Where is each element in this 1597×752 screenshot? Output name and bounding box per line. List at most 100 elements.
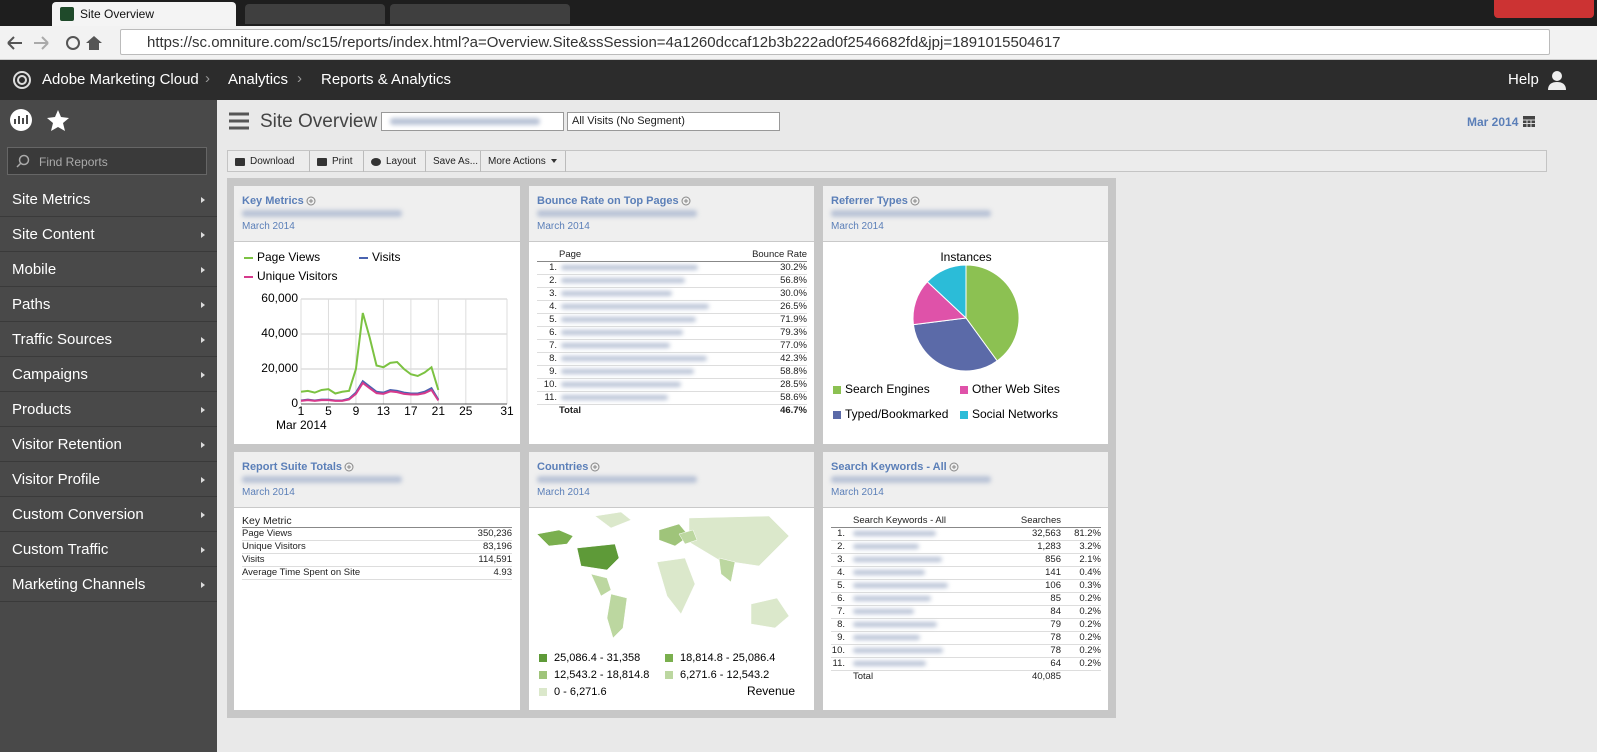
- chart-title: Instances: [940, 250, 991, 264]
- panel-period: March 2014: [831, 487, 884, 498]
- keyword: [853, 596, 931, 601]
- panel-title[interactable]: Countries: [537, 461, 589, 473]
- country: [656, 557, 696, 615]
- table-cell: 5.: [549, 314, 557, 325]
- segment-select[interactable]: All Visits (No Segment): [567, 112, 780, 131]
- panel-title[interactable]: Bounce Rate on Top Pages: [537, 195, 679, 207]
- toolbar-button[interactable]: More Actions: [481, 151, 566, 172]
- table: Search Keywords - All Searches 1. 32,563 81.…: [831, 515, 1101, 683]
- brand[interactable]: Adobe Marketing Cloud: [42, 71, 199, 88]
- table-cell: 79.3%: [780, 327, 807, 338]
- nav-item[interactable]: Custom Traffic: [0, 533, 217, 567]
- date-range[interactable]: Mar 2014: [1467, 115, 1519, 129]
- page-name: [561, 356, 707, 361]
- nav-item[interactable]: Campaigns: [0, 358, 217, 392]
- panel-title[interactable]: Report Suite Totals: [242, 461, 343, 473]
- keyword: [853, 557, 942, 562]
- table-cell: 2.: [837, 541, 845, 552]
- help[interactable]: Help: [1508, 71, 1539, 88]
- nav-item[interactable]: Custom Conversion: [0, 498, 217, 532]
- nav-item[interactable]: Products: [0, 393, 217, 427]
- table-row: Unique Visitors 83,196: [242, 541, 512, 554]
- user-icon[interactable]: [1546, 69, 1568, 91]
- table-total: Total 46.7%: [537, 405, 807, 417]
- favicon: [60, 7, 74, 21]
- table-cell: 2.: [549, 275, 557, 286]
- table-cell: 0.3%: [1079, 580, 1101, 591]
- nav-item[interactable]: Mobile: [0, 253, 217, 287]
- table-cell: 78: [1050, 632, 1061, 643]
- panel: Search Keywords - All March 2014 Search Ke…: [823, 452, 1108, 710]
- panel-header: Referrer Types March 2014: [823, 186, 1108, 242]
- nav-item[interactable]: Site Metrics: [0, 183, 217, 217]
- column-header: Searches: [1020, 515, 1061, 526]
- tab[interactable]: [245, 4, 385, 24]
- breadcrumb[interactable]: Analytics: [228, 71, 289, 88]
- table-cell: Average Time Spent on Site: [242, 567, 361, 578]
- page-name: [561, 343, 670, 348]
- toolbar-button[interactable]: Download: [228, 151, 310, 172]
- add-icon[interactable]: [344, 462, 354, 472]
- toolbar-button[interactable]: Save As...: [426, 151, 481, 172]
- button-label: Download: [250, 156, 295, 167]
- x-tick-label: 1: [298, 404, 305, 418]
- calendar-icon[interactable]: [1522, 114, 1536, 128]
- icon-shape: [317, 158, 327, 166]
- table-cell: 6.: [837, 593, 845, 604]
- nav-item[interactable]: Visitor Retention: [0, 428, 217, 462]
- table-cell: 0.2%: [1079, 658, 1101, 669]
- tab[interactable]: Site Overview: [52, 2, 236, 26]
- menu-icon[interactable]: [229, 112, 251, 130]
- nav-item[interactable]: Site Content: [0, 218, 217, 252]
- table-cell: 10.: [831, 645, 845, 656]
- series-line: [300, 381, 440, 402]
- toolbar-button[interactable]: Print: [310, 151, 364, 172]
- sidebar-icons[interactable]: [10, 108, 80, 134]
- table-row: 2. 56.8%: [537, 275, 807, 288]
- search-box[interactable]: Find Reports: [7, 147, 207, 175]
- column-header: Page: [559, 249, 582, 260]
- nav-item[interactable]: Paths: [0, 288, 217, 322]
- add-icon-shape: [306, 196, 316, 206]
- legend-swatch: [665, 654, 673, 662]
- table-row: 1. 30.2%: [537, 262, 807, 275]
- nav-item[interactable]: Marketing Channels: [0, 568, 217, 602]
- report-suite-select[interactable]: [381, 112, 564, 131]
- add-icon-shape: [593, 465, 597, 469]
- toolbar-button[interactable]: Layout: [364, 151, 426, 172]
- page-name: [561, 317, 696, 322]
- page-name: [561, 304, 709, 309]
- table-cell: 11.: [544, 392, 557, 403]
- panel: Countries March 2014 25,086.4 - 31,358 18,8…: [529, 452, 814, 710]
- add-icon[interactable]: [306, 196, 316, 206]
- add-icon[interactable]: [590, 462, 600, 472]
- panel-title[interactable]: Key Metrics: [242, 195, 304, 207]
- legend-label: Visits: [372, 250, 400, 264]
- panel-title[interactable]: Search Keywords - All: [831, 461, 947, 473]
- window-controls[interactable]: [1494, 0, 1594, 18]
- breadcrumb[interactable]: Reports & Analytics: [321, 71, 452, 88]
- panel-header: Countries March 2014: [529, 452, 814, 508]
- table-cell: 30.0%: [780, 288, 807, 299]
- panel-title[interactable]: Referrer Types: [831, 195, 908, 207]
- nav-buttons[interactable]: [6, 33, 106, 53]
- column-header: Search Keywords - All: [853, 515, 946, 526]
- table-cell: 3.: [837, 554, 845, 565]
- metric-label: Revenue: [747, 684, 795, 698]
- nav-item[interactable]: Traffic Sources: [0, 323, 217, 357]
- table-row: 5. 106 0.3%: [831, 580, 1101, 593]
- legend-label: Page Views: [257, 250, 320, 264]
- tab[interactable]: [390, 4, 570, 24]
- table-cell: 9.: [549, 366, 557, 377]
- address-bar[interactable]: https://sc.omniture.com/sc15/reports/ind…: [120, 29, 1550, 55]
- x-tick-label: 17: [404, 404, 418, 418]
- add-icon[interactable]: [681, 196, 691, 206]
- pie-slice: [965, 264, 1020, 362]
- table-cell: 10.: [543, 379, 557, 390]
- add-icon[interactable]: [910, 196, 920, 206]
- table-row: 4. 141 0.4%: [831, 567, 1101, 580]
- keyword: [853, 622, 937, 627]
- add-icon[interactable]: [949, 462, 959, 472]
- nav-item[interactable]: Visitor Profile: [0, 463, 217, 497]
